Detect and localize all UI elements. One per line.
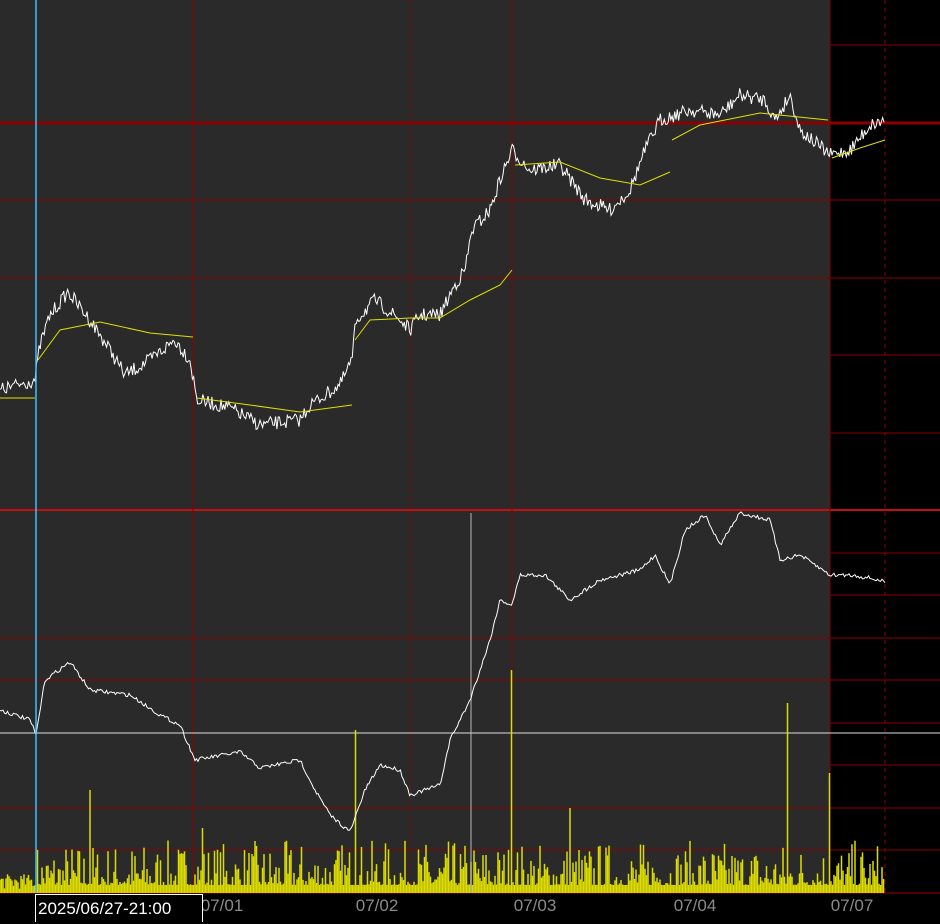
x-tick-label: 07/04 (673, 896, 717, 915)
indicator-line (0, 511, 886, 831)
moving-average-line (831, 139, 886, 159)
moving-average-line (37, 321, 194, 361)
plot-background (0, 0, 830, 893)
moving-average-line (354, 269, 513, 341)
cursor-time-label: 2025/06/27-21:00 (35, 894, 203, 922)
x-tick-label: 07/01 (200, 896, 244, 915)
x-tick-label: 07/03 (513, 896, 557, 915)
x-tick-label: 07/02 (355, 896, 399, 915)
moving-average-line (196, 397, 353, 413)
future-area (830, 0, 940, 893)
moving-average-line (671, 112, 829, 141)
x-tick-label: 07/07 (830, 896, 874, 915)
moving-average-line (514, 161, 671, 186)
